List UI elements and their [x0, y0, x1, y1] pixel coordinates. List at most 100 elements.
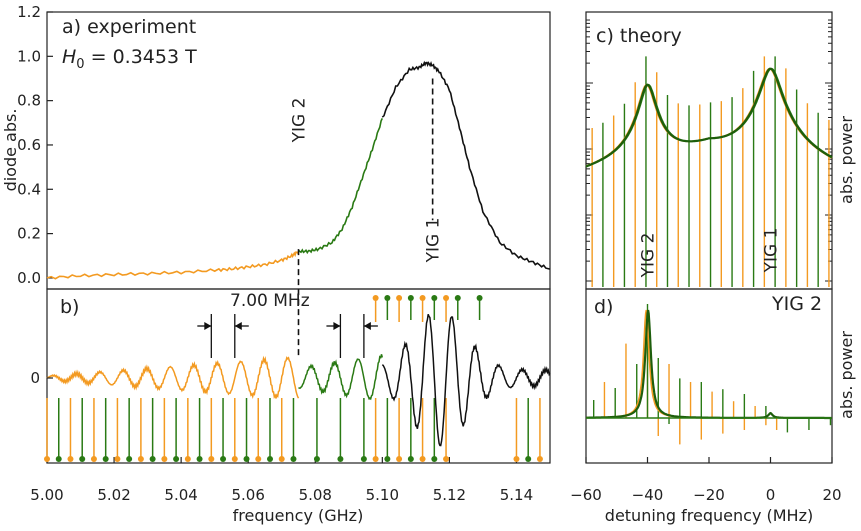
panel-d-y-axis-label: abs. power [837, 331, 856, 419]
panel-d-x-axis-label: detuning frequency (MHz) [605, 506, 813, 525]
series-orange-oscillation [46, 355, 300, 400]
theory-envelope-orange [585, 67, 833, 167]
y-tick-label: 0.0 [17, 269, 41, 287]
upper-comb-dot-green [407, 295, 414, 301]
comb-dot-orange [278, 456, 285, 462]
x-tick-label: 5.14 [500, 486, 533, 504]
comb-dot-green [407, 456, 414, 462]
series-black-oscillation [381, 313, 551, 447]
theory-yig1-label: YIG 1 [762, 228, 782, 274]
panel-b-comb-lines [44, 295, 543, 462]
panel-c: c) theory YIG 2 YIG 1 abs. power [585, 11, 856, 290]
spacing-indicator-left [197, 314, 249, 358]
panel-c-y-axis-label: abs. power [837, 116, 856, 204]
y-tick-label: 0.4 [17, 180, 41, 198]
comb-dot-green [102, 456, 109, 462]
response-envelope-dark-green [586, 309, 832, 420]
comb-dot-orange [419, 456, 426, 462]
comb-dot-green [290, 456, 297, 462]
comb-dot-green [149, 456, 156, 462]
y-tick-label: 1.2 [17, 3, 41, 21]
comb-dot-orange [184, 456, 191, 462]
comb-dot-orange [161, 456, 168, 462]
comb-dot-green [196, 456, 203, 462]
series-black-line [381, 60, 551, 270]
x-tick-label: 5.00 [30, 486, 63, 504]
comb-dot-green [384, 456, 391, 462]
spacing-arrowhead-right [363, 322, 371, 330]
upper-comb-dot-green [476, 295, 483, 301]
spacing-arrowhead-left [333, 322, 341, 330]
spacing-arrowhead-left [204, 322, 212, 330]
comb-dot-green [243, 456, 250, 462]
panel-b-label: b) [60, 296, 79, 318]
comb-dot-orange [44, 456, 50, 462]
comb-dot-green [55, 456, 62, 462]
upper-comb-dot-green [384, 295, 391, 301]
panel-a-y-axis-label: diode abs. [1, 109, 20, 192]
x-tick-label: 5.06 [231, 486, 264, 504]
panel-b-x-axis-label: frequency (GHz) [233, 506, 364, 525]
upper-comb-dot-orange [396, 295, 403, 301]
panel-a: 0.0 0.2 0.4 0.6 0.8 1.0 1.2 YIG 2 YIG 1 a) exp… [1, 3, 551, 359]
response-envelope-orange [586, 309, 832, 419]
x-tick-label: −20 [693, 486, 725, 504]
comb-dot-green [266, 456, 273, 462]
series-orange-line [46, 250, 300, 280]
upper-comb-dot-orange [372, 295, 379, 301]
x-tick-label: 20 [822, 486, 841, 504]
yig1-label: YIG 1 [424, 218, 444, 264]
panel-b-frame [46, 288, 551, 464]
comb-dot-orange [255, 456, 262, 462]
spacing-label: 7.00 MHz [230, 291, 310, 311]
panel-d-label: d) [594, 296, 613, 318]
panel-c-frame [585, 11, 833, 290]
upper-comb-dot-orange [443, 295, 450, 301]
x-tick-label: 5.08 [299, 486, 332, 504]
comb-dot-green [173, 456, 180, 462]
comb-dot-green [220, 456, 227, 462]
comb-dot-green [79, 456, 86, 462]
comb-dot-orange [372, 456, 379, 462]
comb-dot-orange [208, 456, 215, 462]
panel-b-curves [46, 313, 551, 447]
x-tick-label: 5.12 [433, 486, 466, 504]
yig2-label: YIG 2 [290, 98, 310, 144]
y-tick-label: 1.0 [17, 47, 41, 65]
comb-dot-orange [443, 456, 450, 462]
panel-b: 5.00 5.02 5.04 5.06 5.08 5.10 5.12 5.14 0 b) 7.… [30, 288, 551, 525]
x-tick-label: 5.10 [366, 486, 399, 504]
panel-a-y-ticks: 0.0 0.2 0.4 0.6 0.8 1.0 1.2 [17, 3, 53, 287]
panel-d-comb-lines [592, 304, 832, 445]
comb-dot-orange [137, 456, 144, 462]
panel-d: −60 −40 −20 0 20 d) YIG 2 abs. power detunin… [570, 288, 856, 525]
panel-c-log-ticks [586, 19, 832, 282]
comb-dot-orange [231, 456, 238, 462]
panel-c-comb-lines [591, 56, 830, 287]
h0-field-label: H0 = 0.3453 T [62, 46, 197, 72]
series-green-line [297, 118, 384, 255]
theory-yig2-label: YIG 2 [639, 233, 659, 279]
y-tick-label: 0.6 [17, 136, 41, 154]
panel-c-label: c) theory [596, 25, 682, 47]
panel-b-zero-label: 0 [30, 369, 40, 387]
comb-dot-orange [67, 456, 74, 462]
comb-dot-green [360, 456, 367, 462]
upper-comb-dot-orange [419, 295, 426, 301]
panel-d-curves [586, 309, 832, 420]
panel-c-curves [585, 67, 833, 168]
panel-d-x-ticks: −60 −40 −20 0 20 [570, 457, 842, 504]
spacing-indicator-right [326, 314, 378, 358]
panel-d-yig2-label: YIG 2 [771, 293, 822, 315]
panel-b-x-ticks: 5.00 5.02 5.04 5.06 5.08 5.10 5.12 5.14 [30, 457, 533, 504]
comb-dot-green [431, 456, 438, 462]
panel-a-curves [46, 60, 551, 280]
comb-dot-green [337, 456, 344, 462]
comb-dot-orange [513, 456, 520, 462]
panel-a-label: a) experiment [62, 16, 196, 38]
comb-dot-green [525, 456, 532, 462]
panel-d-frame [585, 288, 833, 464]
series-green-oscillation [298, 354, 384, 401]
upper-comb-dot-green [431, 295, 438, 301]
